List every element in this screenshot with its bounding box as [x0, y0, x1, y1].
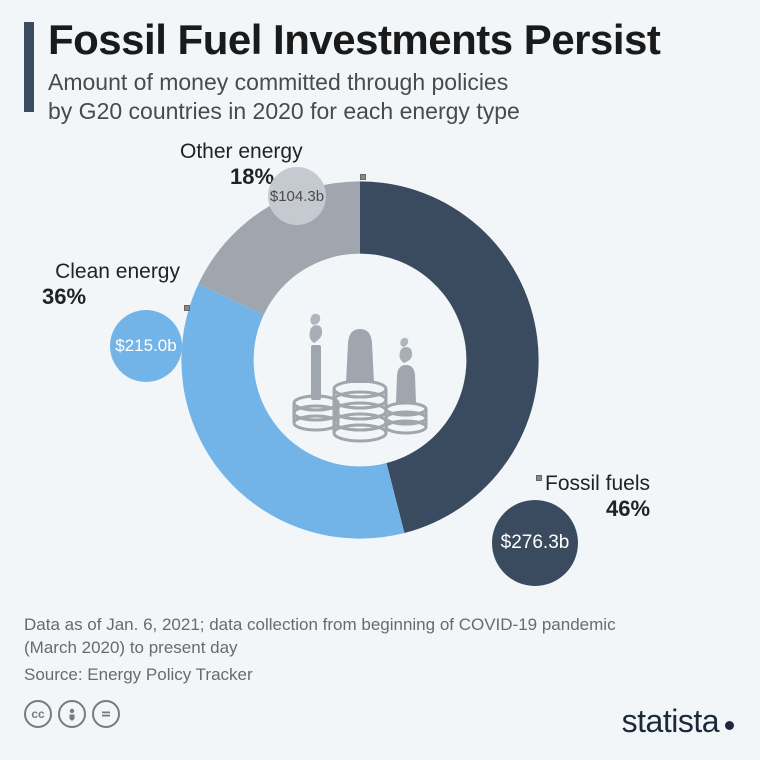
label-clean-pct: 36 [42, 284, 66, 309]
badge-clean: $215.0b [110, 310, 182, 382]
badge-other-value: $104.3b [270, 188, 324, 205]
badge-other: $104.3b [268, 167, 326, 225]
footnote-line1: Data as of Jan. 6, 2021; data collection… [24, 614, 616, 637]
nd-icon [92, 700, 120, 728]
page-subtitle: Amount of money committed through polici… [48, 68, 520, 126]
cc-icon: cc [24, 700, 52, 728]
badge-clean-value: $215.0b [115, 336, 176, 356]
footnote-source: Source: Energy Policy Tracker [24, 664, 616, 687]
footnote: Data as of Jan. 6, 2021; data collection… [24, 614, 616, 687]
subtitle-text: Amount of money committed through polici… [48, 69, 520, 124]
footer: cc statista [24, 700, 736, 740]
footnote-line2: (March 2020) to present day [24, 637, 616, 660]
page-title: Fossil Fuel Investments Persist [48, 16, 660, 64]
leader-dot-clean [184, 305, 190, 311]
label-clean: Clean energy 36% [30, 260, 180, 310]
label-other-name: Other energy [180, 140, 303, 164]
leader-dot-fossil [536, 475, 542, 481]
brand-text: statista [622, 703, 719, 739]
by-icon [58, 700, 86, 728]
label-clean-name: Clean energy [30, 260, 180, 284]
chart-area: Other energy 18% $104.3b Clean energy 36… [0, 140, 760, 600]
badge-fossil: $276.3b [492, 500, 578, 586]
brand-logo: statista [622, 703, 736, 740]
leader-dot-other [360, 174, 366, 180]
label-fossil-name: Fossil fuels [545, 472, 650, 496]
label-other-pct: 18 [230, 164, 254, 189]
label-fossil-pct: 46 [606, 496, 630, 521]
badge-fossil-value: $276.3b [501, 532, 570, 554]
brand-dot-icon [725, 721, 734, 730]
factory-coins-icon [280, 275, 440, 445]
accent-bar [24, 22, 34, 112]
